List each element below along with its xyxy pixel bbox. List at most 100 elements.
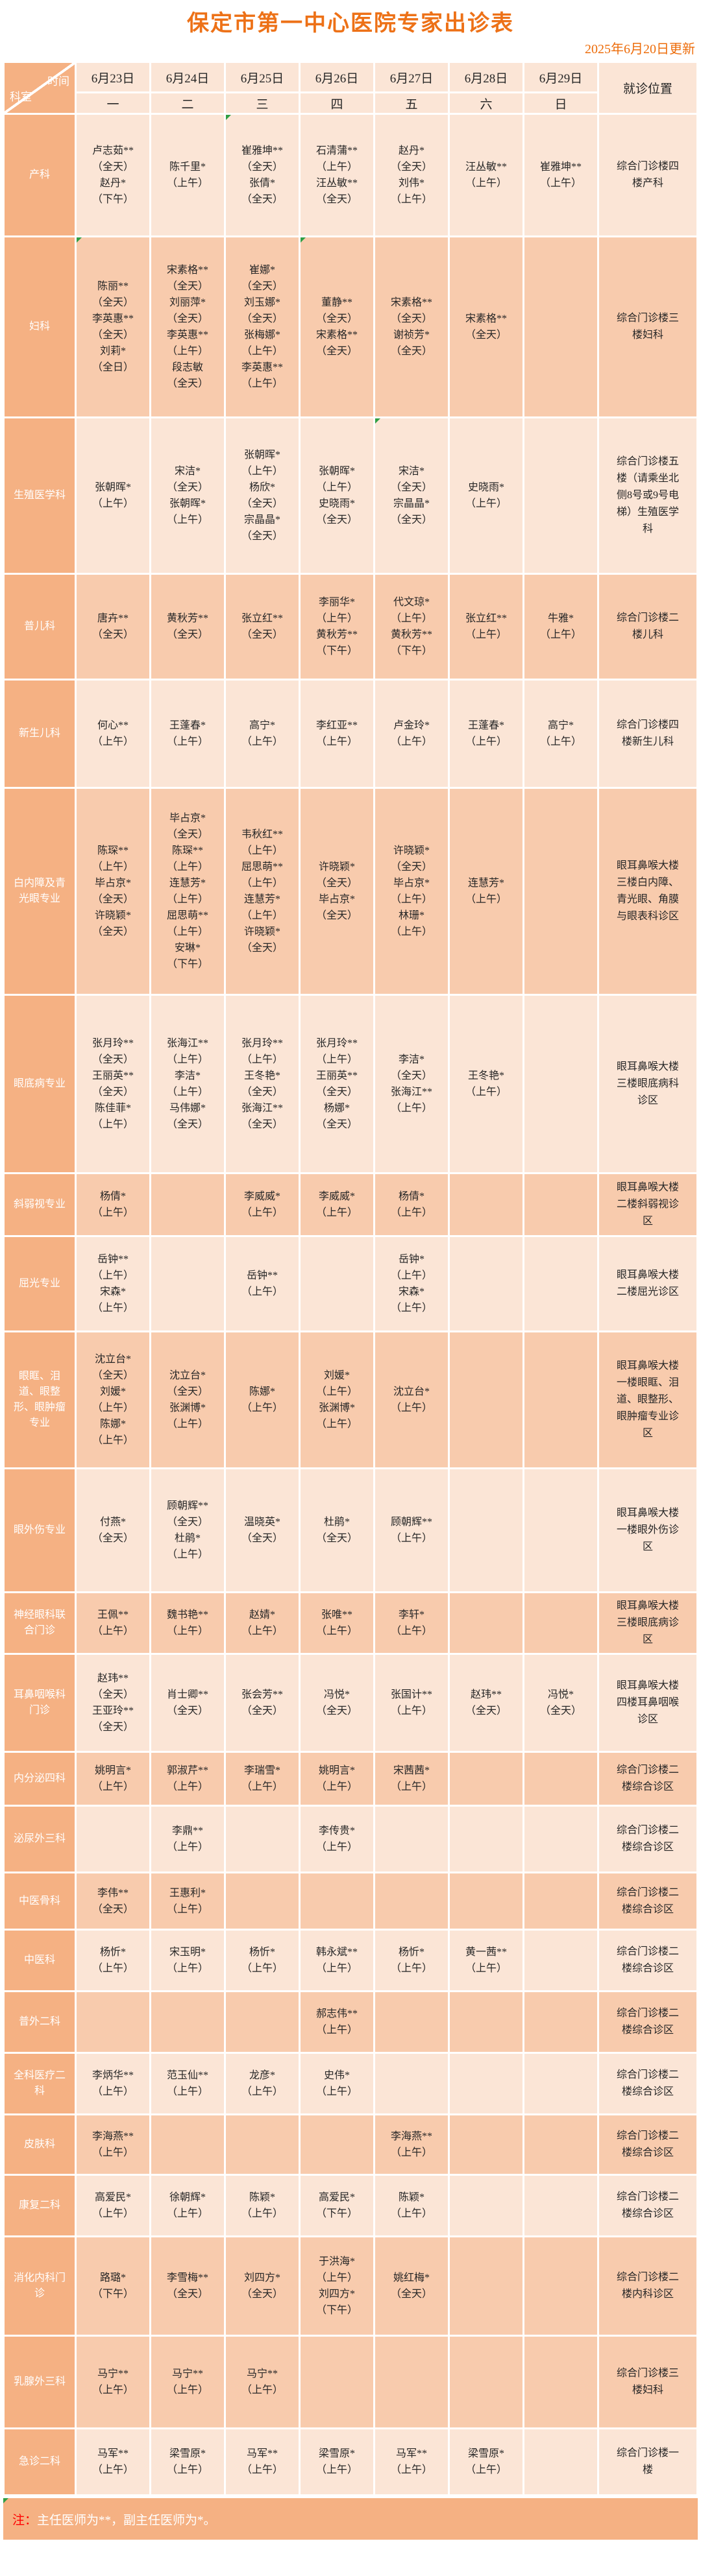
- schedule-line: 毕占京*: [318, 894, 355, 905]
- schedule-line: （全天）: [315, 1087, 358, 1098]
- schedule-cell: [524, 2337, 597, 2427]
- schedule-cell: 陈娜* （上午）: [226, 1332, 299, 1467]
- schedule-line: （上午）: [92, 2464, 134, 2475]
- schedule-row: 消化内科门诊 路璐* （下午） 李雪梅** （全天） 刘四方* （全天） 于洪海* （上午） 刘四…: [5, 2237, 696, 2335]
- schedule-line: 李海燕**: [390, 2131, 432, 2142]
- schedule-row: 产科 卢志茹** （全天） 赵丹* （下午） 陈千里* （上午） 崔雅坤** （全天） 张倩* （全…: [5, 115, 696, 235]
- schedule-cell: [450, 1593, 523, 1653]
- schedule-line: （全天）: [241, 629, 283, 640]
- schedule-line: 李丽华*: [318, 597, 355, 608]
- schedule-cell: 岳钟** （上午）: [226, 1237, 299, 1330]
- schedule-row: 普儿科 唐卉** （全天） 黄秋芳** （全天） 张立红** （全天） 李丽华* （上午） 黄秋芳…: [5, 575, 696, 679]
- schedule-line: 连慧芳*: [169, 878, 206, 889]
- schedule-line: （上午）: [465, 1087, 507, 1098]
- schedule-cell: [375, 2054, 448, 2113]
- schedule-line: 许晓颖*: [393, 845, 430, 856]
- dept-label: 眼底病专业: [5, 996, 75, 1172]
- schedule-line: 李英惠**: [241, 362, 283, 373]
- schedule-line: （上午）: [390, 1626, 432, 1637]
- schedule-cell: [524, 1332, 597, 1467]
- schedule-line: （上午）: [315, 2086, 358, 2097]
- schedule-cell: [450, 1807, 523, 1872]
- schedule-line: （上午）: [166, 1087, 208, 1098]
- day-header: 三: [226, 93, 299, 113]
- schedule-cell: 马军** （上午）: [77, 2429, 149, 2494]
- schedule-row: 眼底病专业 张月玲** （全天） 王丽英** （全天） 陈佳菲* （上午） 张海江** （上午）…: [5, 996, 696, 1172]
- location-cell: 眼耳鼻喉大楼一楼眼外伤诊区: [599, 1469, 696, 1591]
- schedule-line: 张朝晖*: [169, 498, 206, 509]
- schedule-line: 董静**: [321, 297, 352, 308]
- schedule-line: 梁雪原*: [318, 2448, 355, 2459]
- footnote: 注： 主任医师为**，副主任医师为*。: [3, 2498, 698, 2540]
- schedule-cell: 宋玉明* （上午）: [151, 1931, 224, 1990]
- schedule-line: 黄秋芳**: [166, 613, 208, 624]
- schedule-line: （上午）: [92, 2086, 134, 2097]
- schedule-line: 王惠利*: [169, 1887, 206, 1899]
- schedule-line: 陈颖*: [398, 2192, 424, 2203]
- schedule-line: （上午）: [315, 1419, 358, 1430]
- schedule-line: 范玉仙**: [166, 2070, 208, 2081]
- schedule-line: （上午）: [390, 1103, 432, 1114]
- schedule-line: （全天）: [166, 378, 208, 389]
- schedule-line: （上午）: [390, 1207, 432, 1218]
- schedule-line: （全天）: [315, 194, 358, 205]
- schedule-cell: [450, 1332, 523, 1467]
- schedule-cell: [524, 237, 597, 416]
- location-cell: 综合门诊楼二楼综合诊区: [599, 2176, 696, 2235]
- schedule-line: 陈颖*: [249, 2192, 275, 2203]
- schedule-line: （全日）: [92, 362, 134, 373]
- schedule-line: （全天）: [92, 1533, 134, 1544]
- dept-label: 普儿科: [5, 575, 75, 679]
- schedule-line: （上午）: [241, 1963, 283, 1974]
- schedule-cell: 杜鹃* （全天）: [301, 1469, 373, 1591]
- schedule-line: （上午）: [241, 1207, 283, 1218]
- location-cell: 综合门诊楼一楼: [599, 2429, 696, 2494]
- schedule-line: （全天）: [390, 2289, 432, 2300]
- schedule-cell: [375, 1992, 448, 2052]
- schedule-line: （上午）: [166, 1626, 208, 1637]
- schedule-cell: 卢志茹** （全天） 赵丹* （下午）: [77, 115, 149, 235]
- schedule-line: （上午）: [465, 2464, 507, 2475]
- schedule-cell: 王冬艳* （上午）: [450, 996, 523, 1172]
- schedule-line: （全天）: [315, 346, 358, 357]
- schedule-line: 谢祯芳*: [393, 330, 430, 341]
- schedule-cell: 赵玮** （全天）: [450, 1655, 523, 1751]
- schedule-line: （上午）: [241, 346, 283, 357]
- schedule-cell: 李传贵* （上午）: [301, 1807, 373, 1872]
- schedule-line: （上午）: [390, 1963, 432, 1974]
- schedule-cell: [375, 1873, 448, 1929]
- schedule-line: 杨欣*: [249, 482, 275, 493]
- schedule-cell: [524, 1807, 597, 1872]
- schedule-cell: 李洁* （全天） 张海江** （上午）: [375, 996, 448, 1172]
- schedule-line: （全天）: [241, 1119, 283, 1130]
- schedule-line: 赵丹*: [398, 145, 424, 156]
- schedule-line: （上午）: [390, 2464, 432, 2475]
- schedule-cell: 陈颖* （上午）: [226, 2176, 299, 2235]
- schedule-line: 温晓英*: [243, 1517, 280, 1528]
- schedule-line: 肖士卿**: [166, 1689, 208, 1700]
- schedule-line: 张立红**: [241, 613, 283, 624]
- schedule-line: 毕占京*: [94, 878, 131, 889]
- schedule-line: 姚明言*: [94, 1765, 131, 1776]
- schedule-line: （上午）: [166, 861, 208, 873]
- schedule-line: （上午）: [166, 1903, 208, 1915]
- schedule-line: 顾朝辉**: [166, 1500, 208, 1511]
- schedule-line: （上午）: [241, 1054, 283, 1065]
- schedule-cell: [524, 996, 597, 1172]
- schedule-cell: 黄秋芳** （全天）: [151, 575, 224, 679]
- schedule-line: （全天）: [166, 1119, 208, 1130]
- location-cell: 综合门诊楼二楼综合诊区: [599, 1753, 696, 1805]
- schedule-line: 赵丹*: [99, 178, 126, 189]
- schedule-line: （全天）: [166, 829, 208, 840]
- schedule-cell: 高爱民* （上午）: [77, 2176, 149, 2235]
- schedule-line: 张会芳**: [241, 1689, 283, 1700]
- schedule-line: （全天）: [390, 514, 432, 525]
- schedule-line: （全天）: [241, 162, 283, 173]
- schedule-line: 张倩*: [249, 178, 275, 189]
- schedule-cell: 王蓬春* （上午）: [450, 680, 523, 787]
- schedule-line: （上午）: [92, 2385, 134, 2396]
- schedule-line: 徐朝辉*: [169, 2192, 206, 2203]
- schedule-cell: 张唯** （上午）: [301, 1593, 373, 1653]
- schedule-line: 宋素格**: [390, 297, 432, 308]
- schedule-line: （上午）: [92, 736, 134, 747]
